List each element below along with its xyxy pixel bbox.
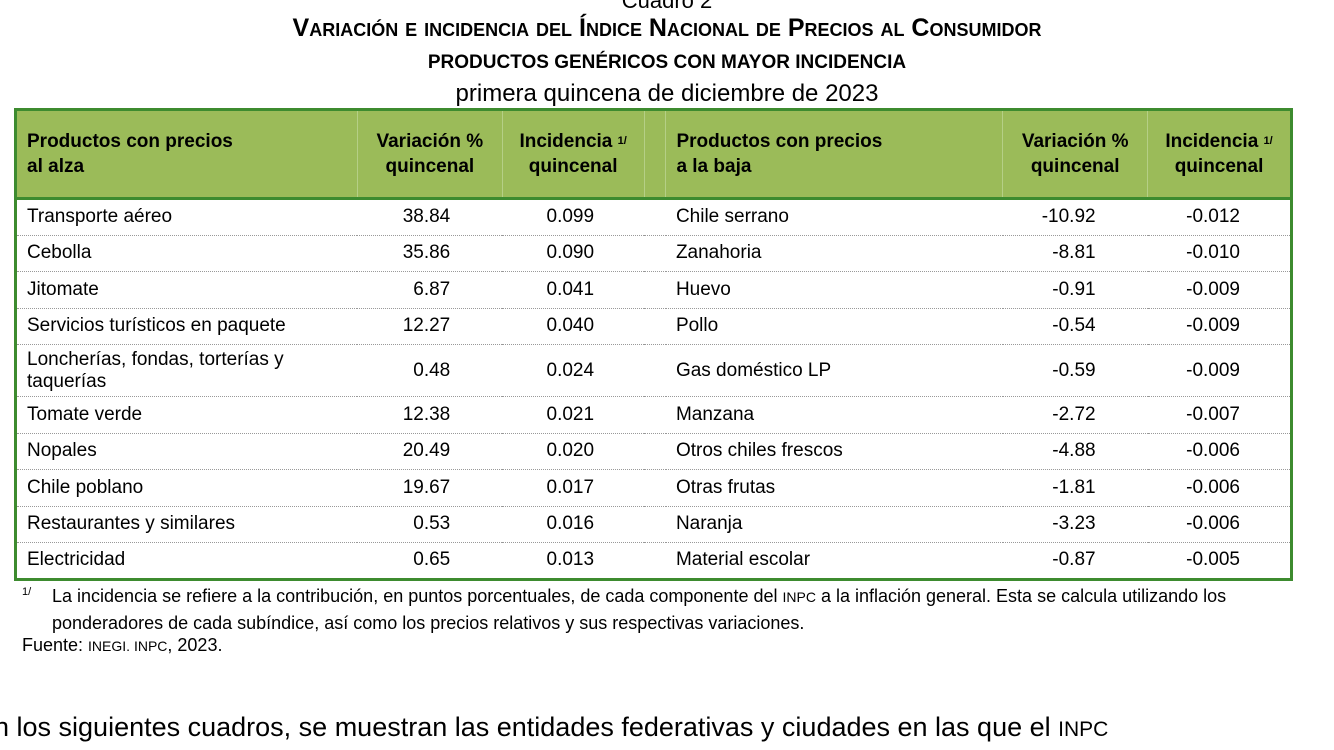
incidence-up-cell: 0.017 (502, 469, 645, 507)
table-row: Transporte aéreo 38.84 0.099 Chile serrano -… (15, 198, 1292, 236)
spacer-cell (644, 433, 666, 470)
product-down-cell: Manzana (665, 396, 1003, 434)
footnote: 1/ La incidencia se refiere a la contrib… (22, 586, 1227, 633)
product-down-cell: Pollo (665, 308, 1003, 345)
product-down-cell: Gas doméstico LP (665, 344, 1003, 397)
product-down-cell: Zanahoria (665, 235, 1003, 272)
incidence-down-cell: -0.010 (1147, 235, 1292, 272)
product-up-cell: Cebolla (15, 235, 358, 272)
incidence-table: Productos con precios al alza Variación %… (14, 108, 1293, 581)
product-up-cell: Chile poblano (15, 469, 358, 507)
product-up-cell: Tomate verde (15, 396, 358, 434)
header-up-incidence: Incidencia 1/quincenal (501, 109, 645, 200)
variation-up-cell: 38.84 (357, 198, 503, 236)
incidence-down-cell: -0.006 (1147, 469, 1292, 507)
table-title: Variación e incidencia del Índice Nacion… (292, 14, 1042, 42)
variation-up-cell: 0.65 (357, 542, 503, 580)
product-down-cell: Otros chiles frescos (665, 433, 1003, 470)
product-down-cell: Otras frutas (665, 469, 1003, 507)
product-up-cell: Nopales (15, 433, 358, 470)
table-period: primera quincena de diciembre de 2023 (455, 80, 879, 107)
variation-up-cell: 20.49 (357, 433, 503, 470)
table-row: Cebolla 35.86 0.090 Zanahoria -8.81 -0.010 (15, 235, 1292, 272)
incidence-up-cell: 0.016 (502, 506, 645, 543)
incidence-up-cell: 0.040 (502, 308, 645, 345)
variation-up-cell: 12.38 (357, 396, 503, 434)
variation-down-cell: -10.92 (1002, 198, 1148, 236)
table-row: Restaurantes y similares 0.53 0.016 Naranja… (15, 506, 1292, 543)
header-up-product: Productos con precios al alza (15, 109, 358, 200)
header-spacer (643, 109, 666, 200)
incidence-down-cell: -0.012 (1147, 198, 1292, 236)
header-row: Productos con precios al alza Variación %… (15, 109, 1292, 200)
body-paragraph: n los siguientes cuadros, se muestran la… (0, 712, 1109, 742)
product-down-cell: Huevo (665, 271, 1003, 309)
variation-up-cell: 0.53 (357, 506, 503, 543)
spacer-cell (644, 396, 666, 434)
incidence-down-cell: -0.009 (1147, 308, 1292, 345)
incidence-down-cell: -0.006 (1147, 433, 1292, 470)
incidence-up-cell: 0.020 (502, 433, 645, 470)
product-up-cell: Transporte aéreo (15, 198, 358, 236)
spacer-cell (644, 271, 666, 309)
product-up-cell: Restaurantes y similares (15, 506, 358, 543)
variation-down-cell: -4.88 (1002, 433, 1148, 470)
header-down-product: Productos con precios a la baja (665, 109, 1003, 200)
variation-up-cell: 6.87 (357, 271, 503, 309)
product-down-cell: Chile serrano (665, 198, 1003, 236)
incidence-down-cell: -0.006 (1147, 506, 1292, 543)
variation-up-cell: 19.67 (357, 469, 503, 507)
table-row: Servicios turísticos en paquete 12.27 0.04… (15, 308, 1292, 345)
table-row: Chile poblano 19.67 0.017 Otras frutas -1.81… (15, 469, 1292, 507)
table-row: Tomate verde 12.38 0.021 Manzana -2.72 -0.007 (15, 396, 1292, 434)
header-up-variation: Variación % quincenal (356, 109, 503, 200)
incidence-up-cell: 0.021 (502, 396, 645, 434)
incidence-down-cell: -0.005 (1147, 542, 1292, 580)
header-down-variation: Variación % quincenal (1002, 109, 1148, 200)
source-note: Fuente: INEGI. INPC, 2023. (22, 635, 223, 655)
variation-up-cell: 12.27 (357, 308, 503, 345)
variation-down-cell: -0.59 (1002, 344, 1148, 397)
spacer-cell (644, 506, 666, 543)
product-down-cell: Material escolar (665, 542, 1003, 580)
spacer-cell (644, 344, 666, 397)
spacer-cell (644, 235, 666, 272)
variation-down-cell: -0.54 (1002, 308, 1148, 345)
incidence-up-cell: 0.099 (502, 198, 645, 236)
incidence-down-cell: -0.009 (1147, 271, 1292, 309)
variation-down-cell: -2.72 (1002, 396, 1148, 434)
incidence-down-cell: -0.007 (1147, 396, 1292, 434)
product-up-cell: Servicios turísticos en paquete (15, 308, 358, 345)
spacer-cell (644, 542, 666, 580)
incidence-up-cell: 0.024 (502, 344, 645, 397)
variation-down-cell: -0.87 (1002, 542, 1148, 580)
table-row: Loncherías, fondas, torterías y taquería… (15, 344, 1292, 397)
table-subtitle: PRODUCTOS GENÉRICOS CON MAYOR INCIDENCIA (427, 52, 907, 73)
table-number: Cuadro 2 (621, 0, 713, 13)
product-up-cell: Jitomate (15, 271, 358, 309)
product-up-cell: Loncherías, fondas, torterías y taquería… (15, 344, 358, 397)
product-down-cell: Naranja (665, 506, 1003, 543)
incidence-up-cell: 0.090 (502, 235, 645, 272)
variation-down-cell: -3.23 (1002, 506, 1148, 543)
table-row: Nopales 20.49 0.020 Otros chiles frescos -4.… (15, 433, 1292, 470)
variation-down-cell: -0.91 (1002, 271, 1148, 309)
product-up-cell: Electricidad (15, 542, 358, 580)
spacer-cell (644, 198, 666, 236)
incidence-down-cell: -0.009 (1147, 344, 1292, 397)
incidence-up-cell: 0.013 (502, 542, 645, 580)
spacer-cell (644, 308, 666, 345)
table-row: Electricidad 0.65 0.013 Material escolar -0.… (15, 542, 1292, 580)
variation-up-cell: 35.86 (357, 235, 503, 272)
variation-down-cell: -8.81 (1002, 235, 1148, 272)
header-down-incidence: Incidencia 1/quincenal (1147, 109, 1292, 200)
variation-down-cell: -1.81 (1002, 469, 1148, 507)
variation-up-cell: 0.48 (357, 344, 503, 397)
incidence-up-cell: 0.041 (502, 271, 645, 309)
spacer-cell (644, 469, 666, 507)
table-row: Jitomate 6.87 0.041 Huevo -0.91 -0.009 (15, 271, 1292, 309)
